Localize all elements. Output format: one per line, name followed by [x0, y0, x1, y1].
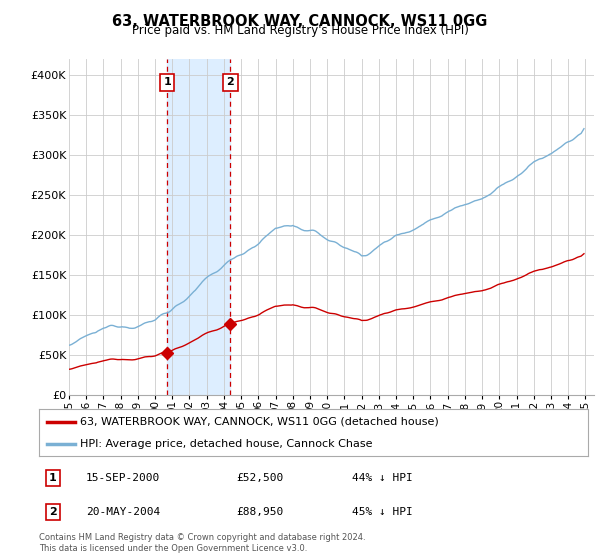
Bar [167, 59, 230, 395]
Text: 45% ↓ HPI: 45% ↓ HPI [352, 507, 413, 517]
Text: 63, WATERBROOK WAY, CANNOCK, WS11 0GG (detached house): 63, WATERBROOK WAY, CANNOCK, WS11 0GG (d… [80, 417, 439, 427]
Text: Price paid vs. HM Land Registry's House Price Index (HPI): Price paid vs. HM Land Registry's House … [131, 24, 469, 37]
Text: HPI: Average price, detached house, Cannock Chase: HPI: Average price, detached house, Cann… [80, 438, 373, 449]
Text: 2: 2 [226, 77, 234, 87]
Text: 15-SEP-2000: 15-SEP-2000 [86, 473, 160, 483]
Text: 20-MAY-2004: 20-MAY-2004 [86, 507, 160, 517]
Text: £88,950: £88,950 [236, 507, 284, 517]
Text: 44% ↓ HPI: 44% ↓ HPI [352, 473, 413, 483]
Text: 1: 1 [49, 473, 56, 483]
Text: 2: 2 [49, 507, 56, 517]
Text: Contains HM Land Registry data © Crown copyright and database right 2024.
This d: Contains HM Land Registry data © Crown c… [39, 533, 365, 553]
Text: 1: 1 [163, 77, 171, 87]
Text: £52,500: £52,500 [236, 473, 284, 483]
Text: 63, WATERBROOK WAY, CANNOCK, WS11 0GG: 63, WATERBROOK WAY, CANNOCK, WS11 0GG [112, 14, 488, 29]
